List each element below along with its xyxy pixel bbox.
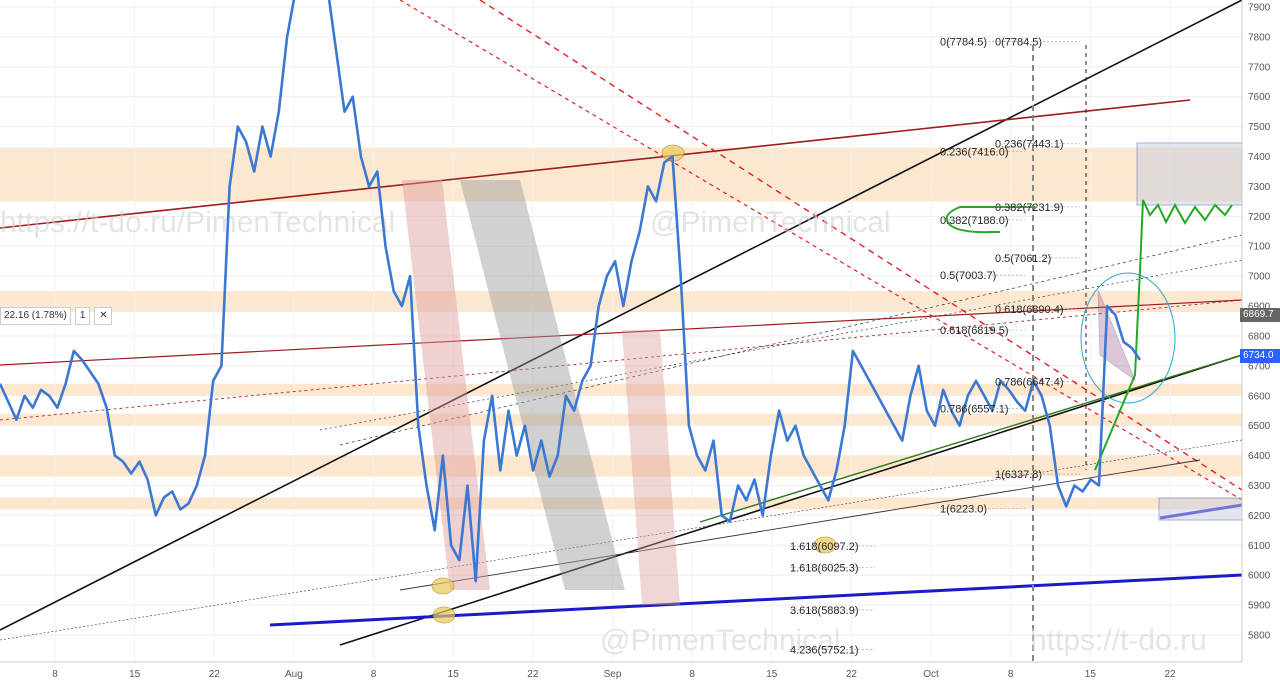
y-tick-label: 7300: [1248, 182, 1271, 193]
support-zone-5: [0, 497, 1242, 510]
price-axis-bg: [1242, 0, 1280, 682]
fib-level-label: 0.786(6557.1): [940, 404, 1009, 416]
projection-box-bottom: [1158, 497, 1243, 521]
support-zone-0: [0, 147, 1242, 202]
price-series-line: [0, 0, 1142, 583]
forecast-path: [1094, 199, 1233, 471]
trend-line-8: [479, 0, 1243, 491]
x-tick-label: 15: [1085, 669, 1097, 680]
fib-level-label: 0.618(6890.4): [995, 304, 1064, 316]
fib-level-label: 0.382(7188.0): [940, 215, 1009, 227]
trend-line-2: [0, 99, 1191, 229]
y-tick-label: 7100: [1248, 242, 1271, 253]
support-zone-3: [0, 413, 1242, 426]
shaded-band-red-2: [622, 330, 680, 605]
target-bracket: [945, 206, 1035, 234]
x-tick-label: 22: [846, 669, 858, 680]
trend-line-6: [699, 354, 1243, 523]
projection-box-top: [1136, 142, 1243, 206]
trend-line-0: [0, 0, 1243, 631]
y-tick-label: 7400: [1248, 152, 1271, 163]
trend-line-12: [399, 459, 1201, 591]
y-tick-label: 7000: [1248, 272, 1271, 283]
fib-level-label: 0(7784.5): [995, 37, 1042, 49]
fib-level-label: 0(7784.5): [940, 37, 987, 49]
time-axis-bg: [0, 662, 1242, 682]
fib-level-label: 1.618(6025.3): [790, 563, 859, 575]
y-tick-label: 7200: [1248, 212, 1271, 223]
x-tick-label: 15: [448, 669, 460, 680]
y-tick-label: 6200: [1248, 511, 1271, 522]
trend-line-4: [269, 573, 1243, 627]
y-tick-label: 5800: [1248, 631, 1271, 642]
y-tick-label: 7800: [1248, 32, 1271, 43]
plot-area-bg: [0, 0, 1242, 662]
fib-level-label: 4.236(5752.1): [790, 644, 859, 656]
highlight-circle: [1080, 272, 1176, 404]
badge-count[interactable]: 1: [74, 307, 91, 325]
x-tick-label: Sep: [604, 669, 622, 680]
y-tick-label: 6100: [1248, 541, 1271, 552]
watermark-top: @PimenTechnical: [650, 206, 891, 239]
fib-level-label: 0.5(7061.2): [995, 253, 1051, 265]
y-tick-label: 6400: [1248, 451, 1271, 462]
fib-level-label: 0.236(7443.1): [995, 139, 1064, 151]
fib-level-label: 0.382(7231.9): [995, 202, 1064, 214]
badge-close-icon[interactable]: ✕: [94, 307, 113, 325]
fib-level-label: 0.618(6819.5): [940, 325, 1009, 337]
fib-level-label: 1(6223.0): [940, 504, 987, 516]
x-tick-label: 8: [371, 669, 377, 680]
y-tick-label: 6700: [1248, 361, 1271, 372]
x-tick-label: 8: [1008, 669, 1014, 680]
y-tick-label: 6800: [1248, 331, 1271, 342]
trend-line-3: [0, 299, 1243, 366]
fib-level-label: 0.5(7003.7): [940, 270, 996, 282]
y-tick-label: 6300: [1248, 481, 1271, 492]
x-tick-label: 22: [209, 669, 221, 680]
x-tick-label: Aug: [285, 669, 303, 680]
trend-line-10: [339, 234, 1243, 446]
y-tick-label: 7500: [1248, 122, 1271, 133]
y-tick-label: 6000: [1248, 571, 1271, 582]
y-tick-label: 7700: [1248, 62, 1271, 73]
pivot-marker-2: [432, 606, 456, 624]
fib-level-label: 0.236(7416.0): [940, 147, 1009, 159]
fib-level-label: 1(6337.8): [995, 469, 1042, 481]
fib-level-label: 1.618(6097.2): [790, 541, 859, 553]
pivot-marker-3: [813, 536, 837, 554]
x-tick-label: 15: [766, 669, 778, 680]
pivot-marker-1: [431, 577, 455, 595]
price-tag: 6869.7: [1240, 308, 1280, 323]
fib-level-label: 0.786(6647.4): [995, 377, 1064, 389]
watermark-right: https://t-do.ru: [1030, 624, 1207, 657]
y-tick-label: 5900: [1248, 601, 1271, 612]
y-tick-label: 6900: [1248, 302, 1271, 313]
x-tick-label: 22: [527, 669, 539, 680]
y-tick-label: 6600: [1248, 391, 1271, 402]
trend-line-13: [0, 439, 1243, 641]
indicator-badge[interactable]: 22.16 (1.78%) 1 ✕: [0, 307, 113, 325]
x-tick-label: 15: [129, 669, 141, 680]
trend-line-9: [0, 299, 1243, 421]
trend-line-1: [339, 354, 1243, 646]
x-tick-label: 8: [689, 669, 695, 680]
support-zone-2: [0, 383, 1242, 396]
shaded-band-gray: [460, 180, 625, 590]
y-tick-label: 7600: [1248, 92, 1271, 103]
y-tick-label: 7900: [1248, 3, 1271, 14]
watermark-left: https://t-do.ru/PimenTechnical: [0, 206, 395, 239]
y-tick-label: 6500: [1248, 421, 1271, 432]
watermark-bottom: @PimenTechnical: [600, 624, 841, 657]
fib-level-label: 3.618(5883.9): [790, 605, 859, 617]
x-tick-label: 22: [1164, 669, 1176, 680]
trend-line-11: [319, 259, 1243, 431]
x-tick-label: Oct: [923, 669, 939, 680]
badge-change-label: 22.16 (1.78%): [0, 307, 71, 325]
x-tick-label: 8: [52, 669, 58, 680]
price-tag: 6734.0: [1240, 348, 1280, 363]
